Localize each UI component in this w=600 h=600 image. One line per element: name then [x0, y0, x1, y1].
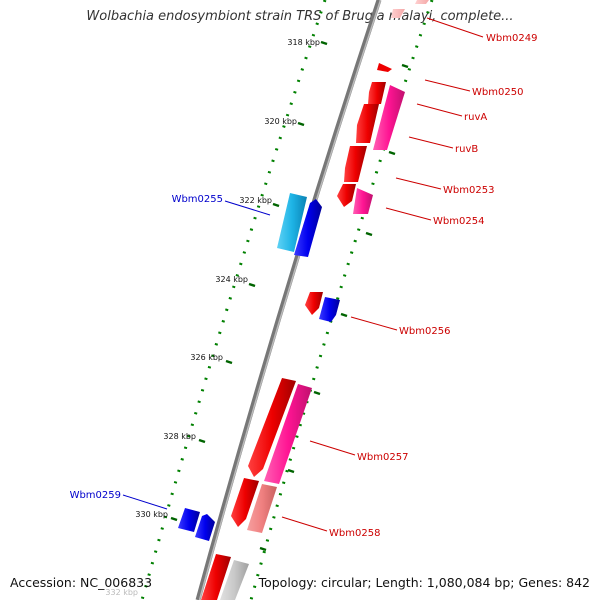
genome-backbone [195, 0, 382, 600]
gene-label-wbm0259: Wbm0259 [70, 490, 121, 501]
cds-ruva [368, 82, 386, 104]
topology-text: Topology: circular; Length: 1,080,084 bp… [258, 575, 590, 590]
feature-wbm0258 [247, 484, 277, 533]
gene-label-wbm0256: Wbm0256 [399, 326, 450, 337]
cds-wbm0258 [231, 478, 259, 527]
feature-bottom-grey [220, 560, 249, 600]
gene-label-wbm0255: Wbm0255 [172, 194, 223, 205]
tick-label: 320 kbp [264, 117, 297, 126]
tick-label: 318 kbp [287, 38, 320, 47]
inner-tick-ring [249, 0, 434, 600]
cds-wbm0256b [319, 297, 340, 322]
cds-bottom-red [201, 554, 231, 600]
genome-backbone-highlight [198, 0, 382, 600]
cds-wbm0259b [195, 514, 215, 541]
feature-wbm0254 [353, 188, 373, 214]
tick-label: 332 kbp [105, 588, 138, 597]
tick-label: 328 kbp [163, 432, 196, 441]
feature-wbm0249-extra [415, 0, 429, 4]
accession-text: Accession: NC_006833 [10, 575, 153, 590]
gene-label-wbm0249: Wbm0249 [486, 33, 537, 44]
tick-label: 322 kbp [239, 196, 272, 205]
gene-label-wbm0250: Wbm0250 [472, 87, 523, 98]
cds-wbm0256a [305, 292, 323, 315]
gene-label-wbm0253: Wbm0253 [443, 185, 494, 196]
feature-wbm0255 [277, 193, 307, 252]
gene-labels: Wbm0249 Wbm0250 ruvA ruvB Wbm0253 Wbm025… [70, 33, 538, 539]
tick-label: 324 kbp [215, 275, 248, 284]
cds-wbm0253 [344, 146, 367, 182]
gene-label-wbm0254: Wbm0254 [433, 216, 484, 227]
cds-wbm0259a [178, 508, 200, 532]
gene-label-wbm0258: Wbm0258 [329, 528, 380, 539]
tick-label: 330 kbp [135, 510, 168, 519]
gene-label-ruva: ruvA [464, 112, 487, 123]
major-tick-marks [170, 40, 328, 522]
tick-labels: 318 kbp 320 kbp 322 kbp 324 kbp 326 kbp … [105, 38, 320, 597]
feature-wbm0257 [264, 384, 312, 484]
label-leaders [122, 17, 484, 532]
gene-label-wbm0257: Wbm0257 [357, 452, 408, 463]
tick-label: 326 kbp [190, 353, 223, 362]
feature-ruva [373, 85, 405, 150]
cds-wbm0250 [377, 63, 392, 72]
cds-wbm0255 [294, 199, 322, 257]
cds-wbm0253b [337, 184, 356, 207]
cds-ruvb [356, 104, 379, 143]
cds-wbm0257 [248, 378, 296, 477]
feature-wbm0249 [391, 9, 405, 18]
gene-label-ruvb: ruvB [455, 144, 478, 155]
map-title: Wolbachia endosymbiont strain TRS of Bru… [86, 9, 514, 24]
